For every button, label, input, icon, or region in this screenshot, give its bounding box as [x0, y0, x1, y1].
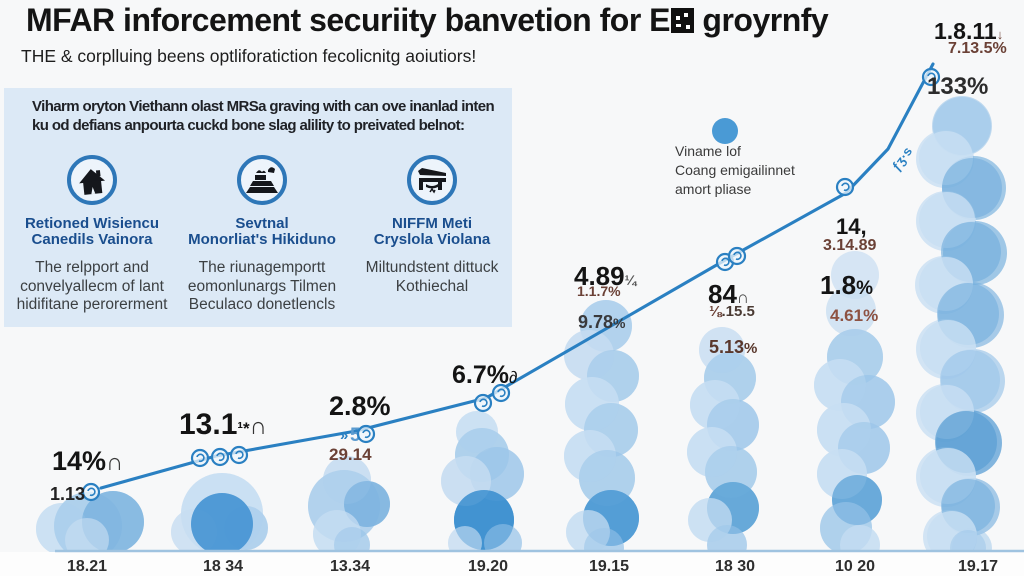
svg-text:5: 5 [350, 425, 361, 446]
svg-text:ƒʒ·s: ƒʒ·s [888, 144, 915, 174]
svg-text:»: » [340, 427, 348, 444]
